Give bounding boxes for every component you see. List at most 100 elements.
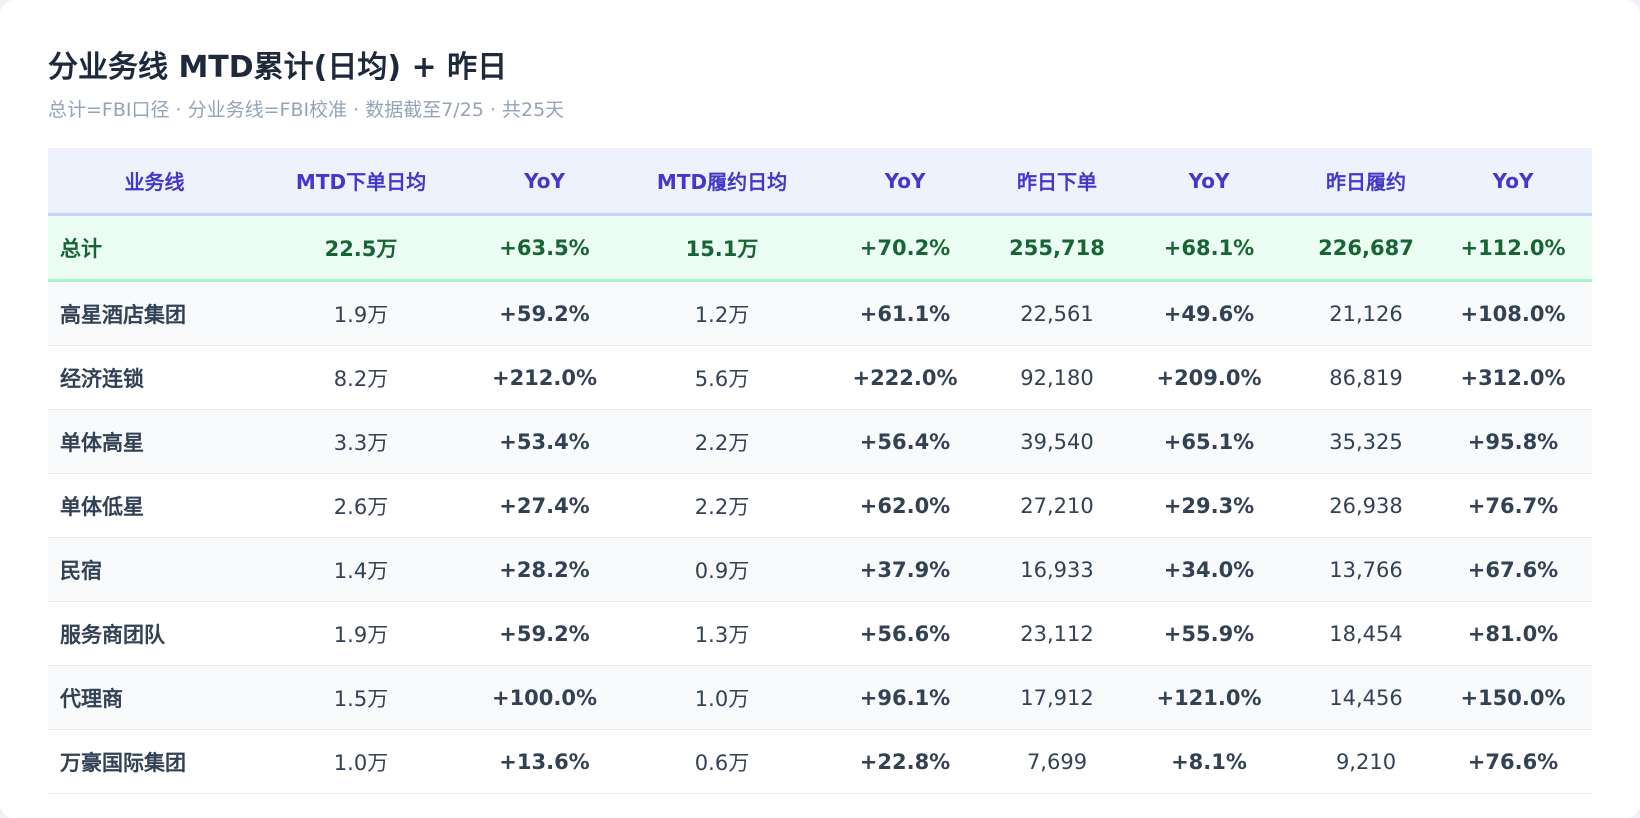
table-cell: 18,454 — [1298, 601, 1434, 666]
subtitle: 总计=FBI口径 · 分业务线=FBI校准 · 数据截至7/25 · 共25天 — [48, 99, 565, 121]
table-cell: +121.0% — [1120, 665, 1298, 730]
table-cell: +53.4% — [461, 409, 628, 474]
table-cell: +27.4% — [461, 473, 628, 538]
column-header: MTD下单日均 — [261, 148, 461, 216]
table-cell: +212.0% — [461, 345, 628, 410]
table-cell: +56.6% — [816, 601, 994, 666]
table-cell: 7,699 — [994, 729, 1120, 794]
table-cell: +22.8% — [816, 729, 994, 794]
table-cell: +112.0% — [1434, 214, 1592, 282]
table-cell: 22.5万 — [261, 214, 461, 282]
table-cell: +222.0% — [816, 345, 994, 410]
table-cell: +13.6% — [461, 729, 628, 794]
table-cell: 1.0万 — [628, 665, 816, 730]
table-cell: +68.1% — [1120, 214, 1298, 282]
table-row: 民宿 1.4万 +28.2% 0.9万 +37.9% 16,933 +34.0% 13,766… — [48, 537, 1592, 602]
table-cell: 3.3万 — [261, 409, 461, 474]
table-cell: +37.9% — [816, 537, 994, 602]
table-cell: 万豪国际集团 — [48, 729, 261, 794]
table-cell: 226,687 — [1298, 214, 1434, 282]
table-cell: +76.7% — [1434, 473, 1592, 538]
data-table: 业务线 MTD下单日均 YoY MTD履约日均 YoY 昨日下单 YoY 昨日履约 YoY 总计… — [48, 148, 1592, 794]
table-body: 总计 22.5万 +63.5% 15.1万 +70.2% 255,718 +68.1% 226… — [48, 214, 1592, 794]
table-cell: 单体低星 — [48, 473, 261, 538]
table-cell: 26,938 — [1298, 473, 1434, 538]
table-cell: +55.9% — [1120, 601, 1298, 666]
table-cell: 255,718 — [994, 214, 1120, 282]
table-cell: +81.0% — [1434, 601, 1592, 666]
table-cell: 代理商 — [48, 665, 261, 730]
table-cell: 8.2万 — [261, 345, 461, 410]
table-cell: +95.8% — [1434, 409, 1592, 474]
table-cell: 2.6万 — [261, 473, 461, 538]
table-cell: +209.0% — [1120, 345, 1298, 410]
column-header: 昨日下单 — [994, 148, 1120, 216]
table-cell: +65.1% — [1120, 409, 1298, 474]
table-cell: 民宿 — [48, 537, 261, 602]
table-cell: 经济连锁 — [48, 345, 261, 410]
table-cell: +28.2% — [461, 537, 628, 602]
table-row: 单体低星 2.6万 +27.4% 2.2万 +62.0% 27,210 +29.3% 26,9… — [48, 473, 1592, 538]
table-cell: 2.2万 — [628, 409, 816, 474]
table-cell: 15.1万 — [628, 214, 816, 282]
table-cell: 0.6万 — [628, 729, 816, 794]
table-row: 高星酒店集团 1.9万 +59.2% 1.2万 +61.1% 22,561 +49.6% 21… — [48, 280, 1592, 346]
table-cell: 35,325 — [1298, 409, 1434, 474]
table-cell: 1.5万 — [261, 665, 461, 730]
column-header: YoY — [816, 148, 994, 216]
table-cell: 总计 — [48, 214, 261, 282]
table-cell: +49.6% — [1120, 280, 1298, 346]
column-header: YoY — [461, 148, 628, 216]
table-cell: 高星酒店集团 — [48, 280, 261, 346]
table-cell: 92,180 — [994, 345, 1120, 410]
table-row: 单体高星 3.3万 +53.4% 2.2万 +56.4% 39,540 +65.1% 35,3… — [48, 409, 1592, 474]
table-cell: 1.2万 — [628, 280, 816, 346]
table-cell: +63.5% — [461, 214, 628, 282]
table-cell: +34.0% — [1120, 537, 1298, 602]
table-cell: +61.1% — [816, 280, 994, 346]
table-cell: 14,456 — [1298, 665, 1434, 730]
table-cell: 86,819 — [1298, 345, 1434, 410]
table-cell: 5.6万 — [628, 345, 816, 410]
header-row: 业务线 MTD下单日均 YoY MTD履约日均 YoY 昨日下单 YoY 昨日履约 YoY — [48, 148, 1592, 216]
table-cell: 0.9万 — [628, 537, 816, 602]
column-header: MTD履约日均 — [628, 148, 816, 216]
table-cell: 17,912 — [994, 665, 1120, 730]
table-cell: 1.3万 — [628, 601, 816, 666]
table-cell: +100.0% — [461, 665, 628, 730]
table-cell: 22,561 — [994, 280, 1120, 346]
table-row: 代理商 1.5万 +100.0% 1.0万 +96.1% 17,912 +121.0% 14,… — [48, 665, 1592, 730]
table-cell: 1.4万 — [261, 537, 461, 602]
table-cell: 1.9万 — [261, 280, 461, 346]
table-cell: 9,210 — [1298, 729, 1434, 794]
table-cell: 单体高星 — [48, 409, 261, 474]
table-cell: +56.4% — [816, 409, 994, 474]
table-cell: +59.2% — [461, 601, 628, 666]
table-cell: +96.1% — [816, 665, 994, 730]
column-header: YoY — [1434, 148, 1592, 216]
title: 分业务线 MTD累计(日均) + 昨日 — [48, 50, 508, 85]
table-cell: +150.0% — [1434, 665, 1592, 730]
table-cell: +312.0% — [1434, 345, 1592, 410]
table-cell: +67.6% — [1434, 537, 1592, 602]
table-cell: +62.0% — [816, 473, 994, 538]
table-cell: 1.9万 — [261, 601, 461, 666]
table-cell: 39,540 — [994, 409, 1120, 474]
table-cell: +8.1% — [1120, 729, 1298, 794]
table-cell: 1.0万 — [261, 729, 461, 794]
table-cell: +108.0% — [1434, 280, 1592, 346]
table-cell: +59.2% — [461, 280, 628, 346]
table-cell: +76.6% — [1434, 729, 1592, 794]
table-row: 经济连锁 8.2万 +212.0% 5.6万 +222.0% 92,180 +209.0% 8… — [48, 345, 1592, 410]
table-cell: 21,126 — [1298, 280, 1434, 346]
table-row: 万豪国际集团 1.0万 +13.6% 0.6万 +22.8% 7,699 +8.1% 9,21… — [48, 729, 1592, 794]
table-cell: 13,766 — [1298, 537, 1434, 602]
table-cell: +70.2% — [816, 214, 994, 282]
table-row: 服务商团队 1.9万 +59.2% 1.3万 +56.6% 23,112 +55.9% 18,… — [48, 601, 1592, 666]
table-cell: 27,210 — [994, 473, 1120, 538]
column-header: YoY — [1120, 148, 1298, 216]
table-cell: 服务商团队 — [48, 601, 261, 666]
column-header: 昨日履约 — [1298, 148, 1434, 216]
table-cell: 16,933 — [994, 537, 1120, 602]
